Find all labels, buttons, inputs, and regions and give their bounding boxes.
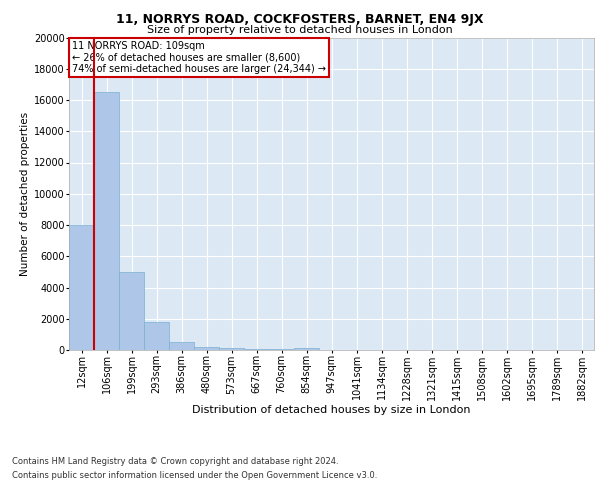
Text: 11 NORRYS ROAD: 109sqm
← 26% of detached houses are smaller (8,600)
74% of semi-: 11 NORRYS ROAD: 109sqm ← 26% of detached…: [71, 40, 326, 74]
Bar: [119, 272, 144, 350]
Text: Contains HM Land Registry data © Crown copyright and database right 2024.: Contains HM Land Registry data © Crown c…: [12, 457, 338, 466]
Bar: [69, 225, 94, 350]
Bar: [194, 347, 219, 350]
Text: 11, NORRYS ROAD, COCKFOSTERS, BARNET, EN4 9JX: 11, NORRYS ROAD, COCKFOSTERS, BARNET, EN…: [116, 12, 484, 26]
Bar: [269, 349, 294, 350]
X-axis label: Distribution of detached houses by size in London: Distribution of detached houses by size …: [192, 405, 471, 415]
Bar: [244, 349, 269, 350]
Bar: [144, 322, 169, 350]
Text: Size of property relative to detached houses in London: Size of property relative to detached ho…: [147, 25, 453, 35]
Bar: [94, 92, 119, 350]
Bar: [169, 342, 194, 350]
Bar: [294, 348, 319, 350]
Text: Contains public sector information licensed under the Open Government Licence v3: Contains public sector information licen…: [12, 471, 377, 480]
Y-axis label: Number of detached properties: Number of detached properties: [20, 112, 30, 276]
Bar: [219, 348, 244, 350]
